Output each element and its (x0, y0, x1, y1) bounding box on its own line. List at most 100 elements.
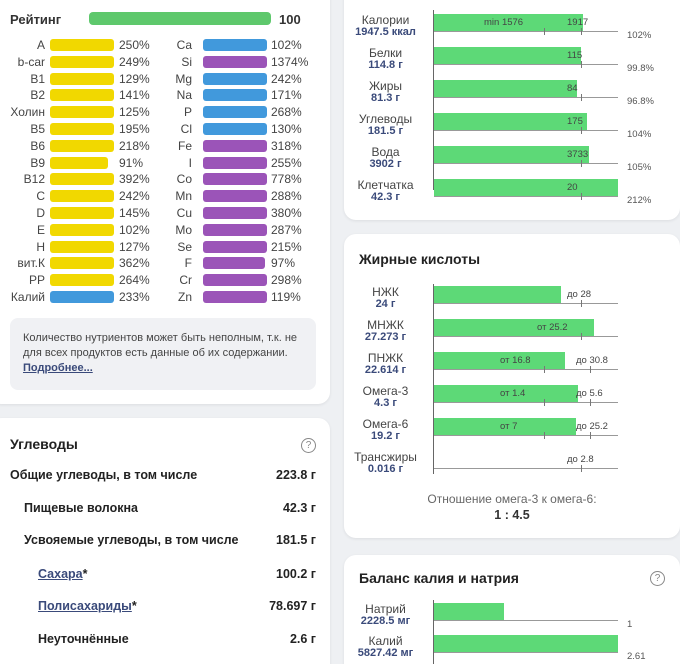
nutrient-name: H (36, 239, 45, 254)
nutrient-name: Mo (175, 222, 192, 237)
norm-tick (581, 61, 582, 68)
nutrient-bar (203, 290, 267, 303)
baseline (434, 97, 618, 98)
potassium-sodium-card: Баланс калия и натрия ? Натрий 2228.5 мг 1… (344, 555, 680, 664)
norm-label: 175 (567, 116, 583, 127)
row-name: Клетчатка (357, 178, 414, 192)
carb-value: 181.5 г (276, 533, 316, 547)
nutrient-name: b-car (17, 54, 45, 69)
nutrient-percent: 119% (271, 289, 301, 304)
nutrient-name: Zn (177, 289, 192, 304)
norm-label: до 2.8 (567, 454, 594, 465)
chart-row: Трансжиры 0.016 г до 2.8 (344, 450, 680, 482)
nutrient-bar (50, 274, 114, 287)
nutrient-percent: 288% (271, 189, 302, 204)
nutrient-percent: 195% (119, 121, 150, 136)
nutrient-bar (203, 139, 267, 152)
value-bar (434, 80, 577, 97)
nutrient-name: Ca (176, 38, 192, 52)
nutrient-percent: 171% (271, 88, 302, 103)
norm-label: до 28 (567, 289, 592, 300)
nutrient-name: F (184, 256, 192, 271)
row-name: Белки (368, 46, 403, 60)
nutrient-percent: 102% (119, 222, 150, 237)
carb-label: Общие углеводы, в том числе (10, 468, 198, 482)
nutrient-name: I (188, 155, 192, 170)
nutrient-name: Cl (180, 121, 192, 136)
norm-label: от 1.4 (500, 388, 526, 399)
carbs-card: Углеводы ? Общие углеводы, в том числе 22… (0, 418, 330, 664)
nutrient-percent: 380% (271, 205, 302, 220)
nutrient-name: Co (176, 172, 192, 187)
nutrient-percent: 250% (119, 38, 150, 52)
nutrient-bar (50, 190, 114, 203)
nutrient-percent: 287% (271, 222, 302, 237)
norm-tick (581, 94, 582, 101)
nutrient-percent: 145% (119, 205, 150, 220)
chart-row: Жиры 81.3 г 84 96.8% (344, 79, 680, 111)
chart-row: Омега-6 19.2 г от 7 до 25.2 (344, 417, 680, 449)
nutrient-row: B12 392% Co 778% (0, 171, 330, 188)
carb-link[interactable]: Сахара (38, 567, 83, 581)
carb-label: Пищевые волокна (24, 501, 138, 515)
value-bar (434, 179, 618, 196)
nutrient-percent: 362% (119, 256, 150, 271)
nutrient-row: PP 264% Cr 298% (0, 272, 330, 289)
row-name: Омега-3 (362, 384, 409, 398)
percent-label: 102% (627, 30, 652, 41)
value-bar (434, 603, 504, 620)
baseline (434, 163, 618, 164)
nutrient-row: H 127% Se 215% (0, 239, 330, 256)
nutrient-percent: 318% (271, 138, 302, 153)
nutrient-percent: 91% (119, 155, 144, 170)
norm-tick (544, 28, 545, 35)
nutrient-row: B6 218% Fe 318% (0, 138, 330, 155)
nutrient-bar (203, 55, 267, 68)
micronutrients-card: Рейтинг 100 A 250% Ca 102% b-car 249% Si 1374% B… (0, 0, 330, 404)
nutrient-percent: 218% (119, 138, 150, 153)
row-value: 2228.5 мг (360, 615, 411, 627)
baseline (434, 130, 618, 131)
nutrient-name: Si (181, 54, 192, 69)
norm-label: до 30.8 (576, 355, 608, 366)
nutrient-grid: A 250% Ca 102% b-car 249% Si 1374% B1 129% Mg 242% B… (0, 37, 330, 306)
value-bar (434, 146, 589, 163)
chart-row: Белки 114.8 г 115 99.8% (344, 46, 680, 78)
nutrient-percent: 1374% (271, 54, 309, 69)
omega-ratio-value: 1 : 4.5 (494, 508, 530, 522)
row-value: 42.3 г (370, 191, 401, 203)
nutrient-name: B12 (23, 172, 45, 187)
baseline (434, 402, 618, 403)
nutrient-name: Mg (175, 71, 192, 86)
chart-axis (433, 600, 434, 664)
chart-row: Калории 1947.5 ккал min 1576 1917 102% (344, 13, 680, 45)
nutrient-name: B6 (30, 138, 45, 153)
row-value: 19.2 г (370, 430, 401, 442)
norm-label: от 25.2 (537, 322, 568, 333)
help-icon[interactable]: ? (650, 571, 665, 586)
nutrient-row: Холин 125% P 268% (0, 104, 330, 121)
nutrient-bar (50, 72, 114, 85)
nutrient-percent: 392% (119, 172, 150, 187)
baseline (434, 336, 618, 337)
value-bar (434, 635, 618, 652)
nutrient-name: B9 (30, 155, 45, 170)
nutrient-name: B2 (30, 88, 45, 103)
row-name: Трансжиры (354, 450, 417, 464)
carb-value: 100.2 г (276, 567, 316, 581)
nutrient-name: Se (177, 239, 192, 254)
row-value: 24 г (375, 298, 396, 310)
carb-link[interactable]: Полисахариды (38, 599, 132, 613)
nutrient-bar (50, 173, 114, 186)
norm-tick (581, 300, 582, 307)
nutrient-row: A 250% Ca 102% (0, 37, 330, 54)
baseline (434, 64, 618, 65)
norm-label: 1917 (567, 17, 589, 28)
norm-tick (590, 399, 591, 406)
help-icon[interactable]: ? (301, 438, 316, 453)
more-info-link[interactable]: Подробнее... (23, 362, 93, 374)
norm-tick (581, 333, 582, 340)
value-bar (434, 385, 578, 402)
nutrient-percent: 97% (271, 256, 296, 271)
percent-label: 2.61 (627, 651, 646, 662)
